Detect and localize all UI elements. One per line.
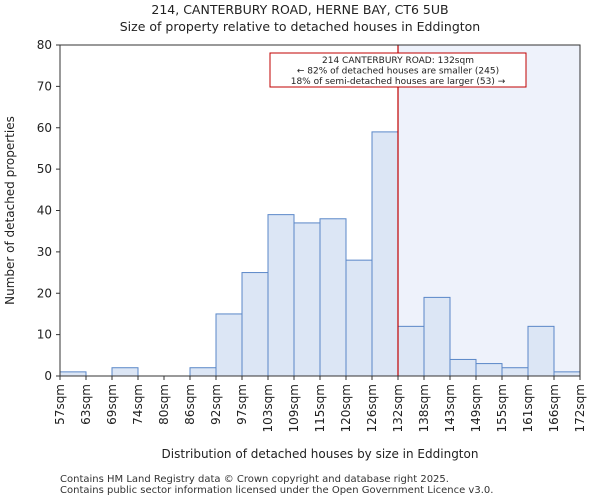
bar-69sqm bbox=[111, 367, 139, 377]
bar-126sqm bbox=[371, 131, 399, 377]
bar-97sqm bbox=[241, 272, 269, 377]
x-tick-label: 63sqm bbox=[79, 384, 93, 425]
x-tick-label: 92sqm bbox=[209, 384, 223, 425]
y-tick-label: 70 bbox=[37, 79, 52, 93]
bar-149sqm bbox=[475, 363, 503, 377]
x-tick-label: 69sqm bbox=[105, 384, 119, 425]
x-tick-label: 172sqm bbox=[573, 384, 587, 432]
bar-103sqm bbox=[267, 214, 295, 377]
annotation-line-1: 214 CANTERBURY ROAD: 132sqm bbox=[322, 56, 474, 66]
x-tick-label: 166sqm bbox=[547, 384, 561, 432]
x-axis-label: Distribution of detached houses by size … bbox=[162, 447, 479, 461]
bar-132sqm bbox=[397, 325, 425, 377]
annotation-line-2: ← 82% of detached houses are smaller (24… bbox=[297, 67, 499, 77]
bar-161sqm bbox=[527, 325, 555, 377]
x-tick-label: 126sqm bbox=[365, 384, 379, 432]
footer-line-2: Contains public sector information licen… bbox=[60, 485, 494, 496]
x-tick-label: 149sqm bbox=[469, 384, 483, 432]
y-tick-label: 50 bbox=[37, 162, 52, 176]
y-tick-label: 60 bbox=[37, 121, 52, 135]
y-axis-label: Number of detached properties bbox=[3, 116, 17, 305]
y-tick-label: 30 bbox=[37, 245, 52, 259]
annotation-line-3: 18% of semi-detached houses are larger (… bbox=[291, 77, 506, 87]
x-tick-label: 120sqm bbox=[339, 384, 353, 432]
x-tick-label: 115sqm bbox=[313, 384, 327, 432]
x-tick-label: 57sqm bbox=[53, 384, 67, 425]
y-tick-label: 40 bbox=[37, 204, 52, 218]
bar-166sqm bbox=[553, 371, 581, 377]
bar-109sqm bbox=[293, 222, 321, 377]
x-tick-label: 161sqm bbox=[521, 384, 535, 432]
chart-title: 214, CANTERBURY ROAD, HERNE BAY, CT6 5UB bbox=[151, 2, 449, 17]
y-tick-label: 20 bbox=[37, 286, 52, 300]
y-tick-label: 10 bbox=[37, 328, 52, 342]
x-tick-label: 109sqm bbox=[287, 384, 301, 432]
y-tick-label: 0 bbox=[44, 369, 52, 383]
bar-143sqm bbox=[449, 358, 477, 377]
x-tick-label: 103sqm bbox=[261, 384, 275, 432]
y-tick-label: 80 bbox=[37, 38, 52, 52]
x-tick-label: 86sqm bbox=[183, 384, 197, 425]
bar-57sqm bbox=[59, 371, 87, 377]
bar-155sqm bbox=[501, 367, 529, 377]
bar-120sqm bbox=[345, 259, 373, 377]
x-tick-label: 80sqm bbox=[157, 384, 171, 425]
x-tick-label: 143sqm bbox=[443, 384, 457, 432]
x-tick-label: 97sqm bbox=[235, 384, 249, 425]
bar-115sqm bbox=[319, 218, 347, 377]
x-tick-label: 155sqm bbox=[495, 384, 509, 432]
x-tick-label: 138sqm bbox=[417, 384, 431, 432]
bar-92sqm bbox=[215, 313, 243, 377]
x-tick-label: 74sqm bbox=[131, 384, 145, 425]
footer-line-1: Contains HM Land Registry data © Crown c… bbox=[60, 474, 449, 485]
bar-138sqm bbox=[423, 296, 451, 377]
annotation-box bbox=[269, 52, 527, 88]
x-tick-label: 132sqm bbox=[391, 384, 405, 432]
bar-86sqm bbox=[189, 367, 217, 377]
chart-subtitle: Size of property relative to detached ho… bbox=[119, 19, 481, 34]
